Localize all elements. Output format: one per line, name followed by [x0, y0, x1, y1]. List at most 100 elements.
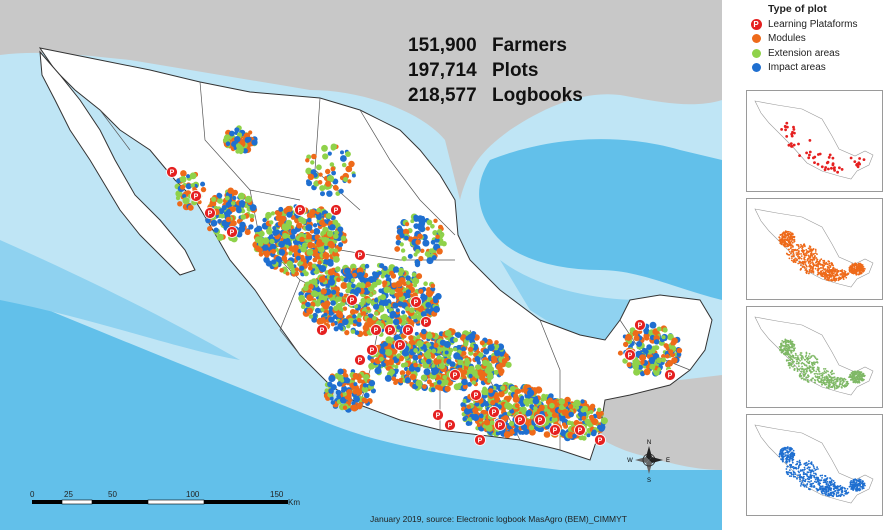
plot-point	[311, 153, 317, 160]
thumb-point	[821, 275, 824, 278]
plot-point	[296, 222, 303, 229]
plot-point	[425, 226, 430, 231]
plot-point	[401, 314, 408, 321]
thumb-point	[815, 264, 818, 266]
plot-point	[310, 169, 317, 175]
plot-point	[192, 186, 197, 191]
legend-item-learning-platforms: P Learning Plataforms	[750, 17, 858, 32]
plot-point	[362, 324, 370, 332]
thumb-point	[821, 383, 823, 386]
plot-point	[425, 290, 434, 298]
p-marker: P	[166, 166, 178, 178]
plot-point	[341, 162, 347, 168]
thumb-point	[784, 340, 787, 343]
legend-item-extension-areas: Extension areas	[750, 46, 858, 61]
thumb-point	[812, 464, 815, 466]
plot-point	[493, 369, 499, 375]
plot-point	[418, 225, 426, 233]
dot-icon	[750, 33, 762, 45]
thumb-point	[826, 377, 828, 380]
plot-point	[217, 194, 222, 199]
plot-point	[393, 380, 398, 386]
thumbnail-extension-areas[interactable]	[746, 306, 883, 408]
thumb-point	[790, 473, 793, 476]
plot-point	[356, 317, 362, 323]
legend-label: Impact areas	[768, 62, 826, 74]
plot-point	[573, 419, 580, 426]
p-marker: P	[294, 204, 306, 216]
plot-point	[352, 372, 359, 379]
thumb-point	[843, 377, 846, 380]
plot-point	[520, 406, 527, 413]
plot-point	[625, 333, 633, 341]
thumbnail-impact-areas[interactable]	[746, 414, 883, 516]
p-marker: P	[664, 369, 676, 381]
plot-point	[520, 388, 525, 393]
plot-point	[645, 364, 651, 369]
thumb-point	[823, 376, 826, 378]
plot-point	[330, 400, 335, 405]
plot-point	[392, 302, 399, 309]
scale-label: 150	[270, 490, 284, 499]
thumb-point	[790, 259, 793, 262]
thumb-point	[821, 273, 823, 276]
thumb-point	[810, 271, 813, 273]
plot-point	[200, 181, 206, 187]
plot-point	[383, 300, 389, 306]
thumbnail-learning-platforms[interactable]	[746, 90, 883, 192]
thumb-point	[833, 275, 836, 278]
thumb-point	[836, 385, 839, 388]
plot-point	[224, 195, 230, 201]
thumb-point	[798, 459, 801, 462]
p-marker: P	[330, 204, 342, 216]
plot-point	[270, 211, 275, 216]
thumb-point	[830, 262, 833, 264]
plot-point	[388, 358, 395, 365]
plot-point	[588, 414, 595, 420]
plot-point	[350, 329, 356, 334]
thumbnail-modules[interactable]	[746, 198, 883, 300]
thumb-point	[783, 124, 787, 128]
plot-point	[668, 349, 674, 355]
thumb-point	[802, 369, 805, 371]
plot-point	[488, 388, 494, 394]
thumb-point	[861, 373, 864, 376]
thumb-point	[834, 268, 836, 270]
thumb-point	[807, 247, 810, 250]
plot-point	[186, 174, 191, 179]
plot-point	[425, 302, 432, 308]
plot-point	[357, 271, 364, 279]
thumb-point	[793, 131, 796, 135]
thumb-point	[820, 165, 824, 169]
p-marker: P	[549, 424, 561, 436]
thumb-point	[790, 466, 792, 469]
thumb-point	[810, 269, 813, 272]
legend-label: Learning Plataforms	[768, 18, 858, 30]
plot-point	[632, 363, 639, 370]
thumb-point	[838, 166, 841, 170]
thumb-point	[860, 264, 862, 267]
thumb-point	[798, 262, 801, 264]
plot-point	[409, 373, 417, 381]
thumb-point	[800, 357, 803, 359]
plot-point	[453, 347, 458, 352]
plot-point	[308, 314, 314, 319]
plot-point	[263, 256, 270, 263]
thumb-point	[821, 372, 824, 374]
plot-point	[478, 352, 484, 358]
plot-point	[421, 328, 427, 335]
plot-point	[476, 423, 481, 427]
thumb-point	[809, 270, 811, 273]
plot-point	[656, 357, 662, 364]
plot-point	[413, 223, 420, 230]
plot-point	[236, 207, 242, 214]
plot-point	[532, 397, 540, 405]
thumb-point	[800, 257, 803, 260]
plot-point	[248, 130, 253, 135]
thumb-point	[832, 268, 834, 271]
p-marker: P	[470, 389, 482, 401]
plot-point	[490, 400, 496, 406]
thumb-point	[838, 485, 841, 488]
